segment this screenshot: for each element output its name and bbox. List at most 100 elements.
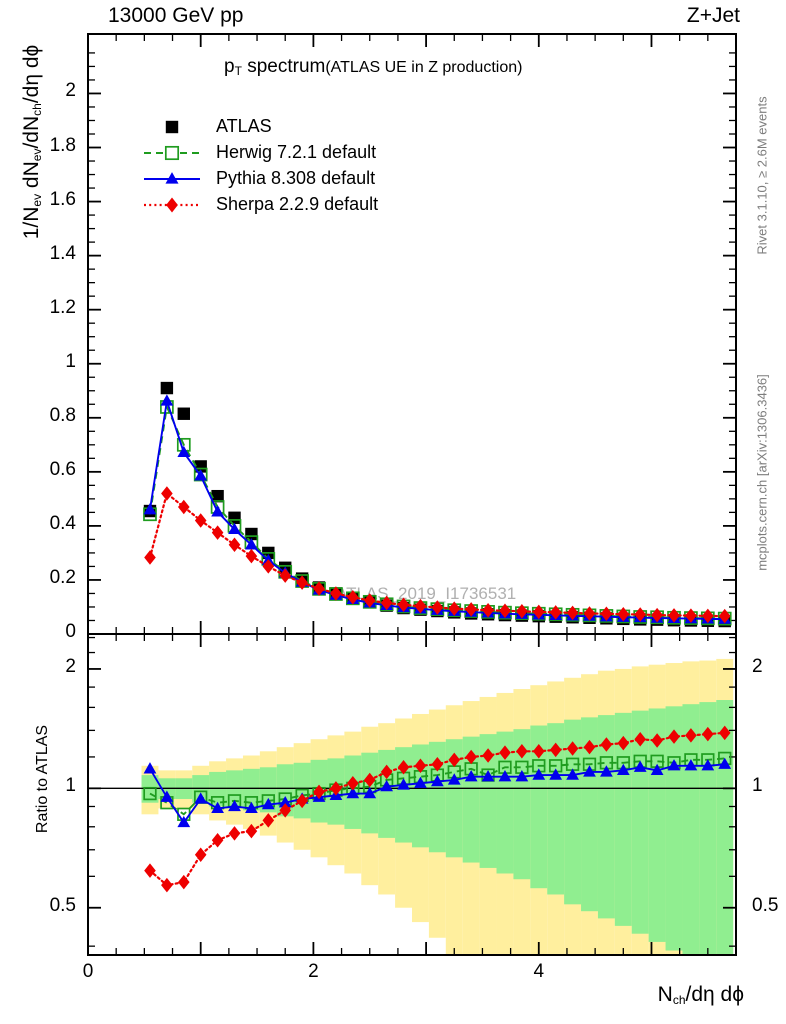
legend-herwig-marker — [144, 145, 200, 161]
data-point-pythia — [667, 611, 681, 623]
data-point-atlas — [617, 612, 630, 626]
uncertainty-band-outer — [209, 761, 227, 821]
data-point-herwig — [498, 605, 512, 620]
ratio-point-sherpa — [685, 728, 697, 743]
ratio-point-sherpa — [414, 758, 427, 774]
ratio-point-herwig — [430, 768, 445, 782]
data-point-herwig — [295, 574, 309, 588]
ratio-point-sherpa — [279, 803, 292, 818]
ratio-point-sherpa — [211, 832, 224, 848]
data-point-herwig — [227, 519, 242, 533]
uncertainty-band-inner — [462, 736, 480, 863]
ratio-point-herwig — [447, 765, 461, 779]
legend-pythia-label: Pythia 8.308 default — [216, 168, 376, 188]
uncertainty-band-inner — [682, 704, 700, 955]
data-point-pythia — [278, 566, 292, 578]
ratio-line-pythia — [149, 763, 725, 825]
ratio-point-sherpa — [651, 733, 663, 748]
uncertainty-band-inner — [631, 710, 649, 934]
data-point-atlas — [431, 604, 444, 618]
ylabel-a: 1/N — [20, 206, 43, 240]
ratio-point-herwig — [177, 807, 191, 821]
legend-atlas-marker — [165, 120, 179, 134]
data-point-pythia — [650, 611, 664, 623]
ratio-point-pythia — [380, 779, 394, 792]
ratio-point-herwig — [346, 781, 360, 795]
data-point-atlas — [515, 609, 529, 622]
ratio-point-herwig — [160, 796, 174, 810]
ratio-point-herwig — [295, 788, 309, 803]
ratio-point-pythia — [600, 765, 613, 777]
ratio-point-pythia — [363, 786, 377, 799]
ratio-point-sherpa — [566, 741, 579, 756]
uncertainty-band-inner — [226, 770, 243, 809]
ratio-y-tick-label-right: 0.5 — [752, 894, 779, 916]
ratio-point-pythia — [667, 759, 681, 771]
analysis-id-watermark: ATLAS_2019_I1736531 — [336, 584, 517, 603]
uncertainty-band-inner — [614, 712, 632, 926]
data-point-atlas — [245, 527, 258, 541]
uncertainty-band-outer — [158, 770, 176, 809]
title-pt: p — [224, 56, 235, 77]
ratio-point-herwig — [582, 757, 597, 771]
y-tick-label: 1 — [65, 350, 76, 372]
ratio-point-pythia — [447, 773, 461, 785]
ratio-point-pythia — [498, 770, 512, 782]
ratio-point-herwig — [599, 756, 614, 770]
ratio-point-herwig — [515, 760, 529, 774]
data-point-sherpa — [313, 581, 325, 596]
ratio-point-sherpa — [532, 744, 545, 759]
xlabel-a: N — [657, 983, 673, 1006]
data-point-sherpa — [279, 568, 292, 583]
y-tick-label: 0.8 — [49, 404, 76, 426]
ratio-point-pythia — [312, 790, 326, 802]
ratio-point-sherpa — [380, 764, 393, 780]
ratio-point-pythia — [245, 801, 258, 814]
ratio-point-herwig — [413, 770, 428, 784]
ratio-point-sherpa — [262, 813, 275, 828]
data-point-sherpa — [161, 486, 173, 501]
data-point-pythia — [177, 445, 191, 458]
data-point-herwig — [312, 582, 326, 596]
ratio-point-herwig — [650, 754, 664, 768]
ratio-y-tick-label-right: 1 — [752, 775, 763, 797]
ratio-point-pythia — [566, 768, 579, 780]
uncertainty-band-inner — [564, 719, 582, 905]
legend-sherpa-marker — [144, 197, 200, 213]
data-point-pythia — [194, 469, 208, 481]
data-point-pythia — [684, 611, 698, 624]
ratio-point-pythia — [650, 763, 664, 776]
ratio-point-herwig — [633, 754, 647, 768]
data-point-atlas — [549, 610, 562, 623]
data-point-herwig — [244, 535, 259, 549]
data-point-atlas — [279, 561, 292, 574]
y-tick-label: 2 — [65, 80, 76, 102]
legend-pythia-marker — [144, 172, 200, 184]
ratio-point-pythia — [278, 796, 292, 808]
ratio-point-herwig — [667, 756, 681, 770]
uncertainty-band-inner — [513, 729, 531, 880]
uncertainty-band-inner — [581, 717, 598, 912]
ratio-point-sherpa — [583, 739, 596, 755]
data-point-pythia — [566, 609, 579, 621]
y-tick-label: 0 — [65, 621, 76, 642]
data-point-atlas — [464, 607, 478, 620]
data-point-atlas — [667, 614, 681, 627]
ratio-point-herwig — [363, 779, 377, 794]
uncertainty-band-inner — [158, 778, 176, 800]
uncertainty-band-inner — [547, 723, 565, 895]
uncertainty-band-inner — [597, 715, 615, 919]
ratio-point-pythia — [583, 765, 596, 777]
uncertainty-band-inner — [276, 764, 294, 817]
ratio-point-sherpa — [161, 877, 173, 893]
ratio-point-pythia — [194, 792, 208, 804]
ratio-point-pythia — [430, 774, 444, 787]
uncertainty-band-outer — [141, 765, 159, 815]
ratio-point-herwig — [481, 768, 495, 782]
data-point-pythia — [295, 575, 309, 587]
data-point-sherpa — [718, 608, 731, 624]
ratio-point-herwig — [684, 753, 698, 767]
ratio-point-herwig — [210, 796, 225, 810]
ratio-point-pythia — [228, 799, 241, 812]
ratio-point-herwig — [278, 792, 292, 806]
